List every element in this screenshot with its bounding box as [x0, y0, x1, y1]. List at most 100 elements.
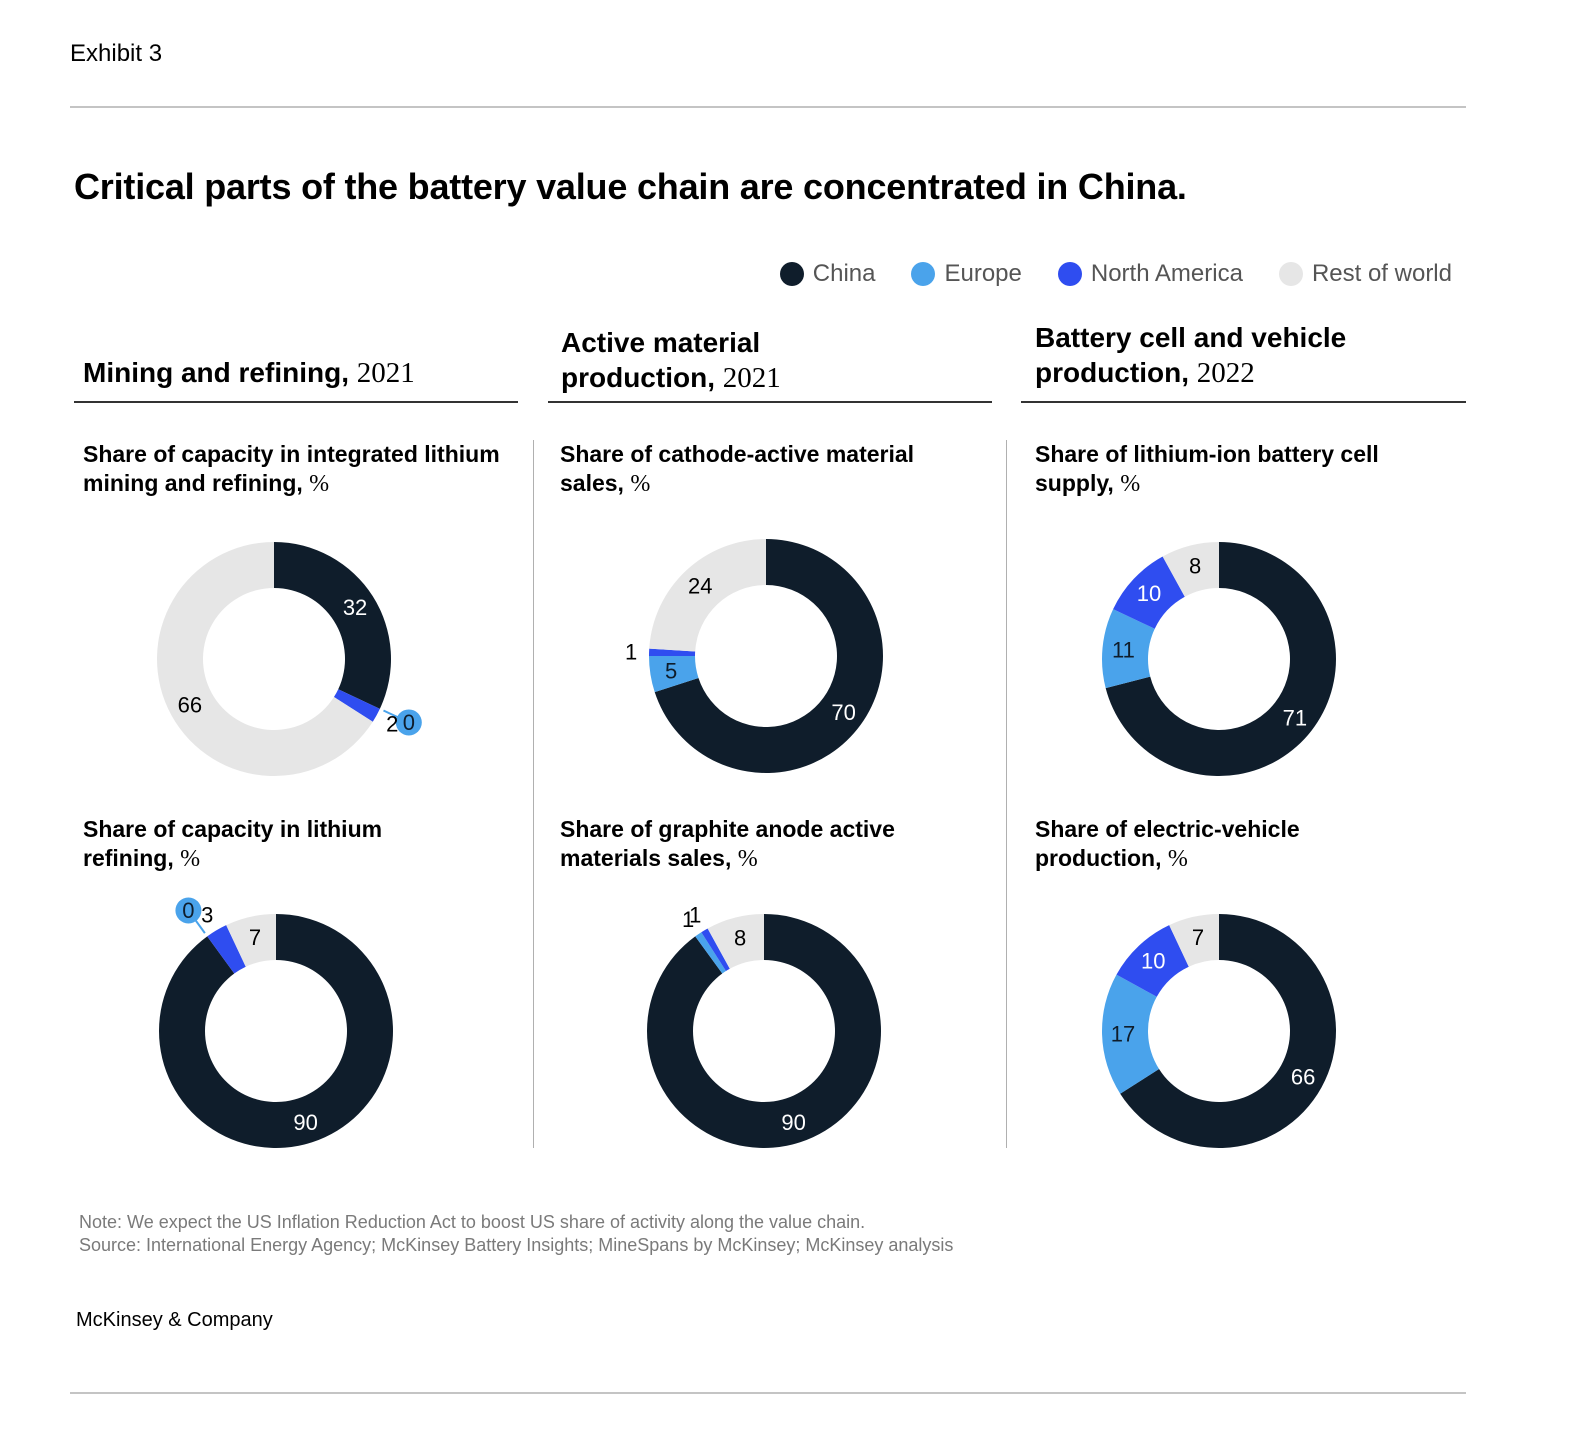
- data-label-china: 71: [1283, 705, 1307, 730]
- legend-swatch-china: [779, 262, 804, 286]
- legend-swatch-rest-of-world: [1278, 262, 1303, 286]
- section-rule: [1021, 401, 1466, 403]
- data-label-europe: 5: [665, 659, 677, 684]
- data-label-china: 66: [1291, 1065, 1315, 1090]
- section-rule: [74, 401, 518, 403]
- legend-item-rest-of-world: Rest of world: [1278, 260, 1452, 288]
- slice-china: [274, 542, 391, 709]
- brand-logo: McKinsey & Company: [76, 1309, 273, 1331]
- subtitle-cell-supply: Share of lithium-ion battery cell supply…: [1035, 440, 1415, 499]
- section-year: 2022: [1196, 357, 1255, 389]
- slice-north-america: [701, 928, 730, 972]
- legend-label: North America: [1090, 260, 1243, 287]
- subtitle-unit: %: [1167, 846, 1188, 872]
- slice-china: [1120, 914, 1336, 1148]
- data-label-rest-of-world: 7: [249, 925, 261, 950]
- legend-swatch-europe: [911, 262, 936, 286]
- subtitle-text: Share of graphite anode active materials…: [560, 816, 895, 871]
- column-divider: [1006, 440, 1007, 1148]
- slice-north-america: [649, 648, 696, 656]
- data-label-europe: 1: [682, 907, 694, 932]
- data-label-china: 90: [781, 1110, 805, 1135]
- bottom-divider: [70, 1392, 1466, 1394]
- note-text: Note: We expect the US Inflation Reducti…: [79, 1212, 866, 1232]
- data-label-north-america: 1: [689, 902, 701, 927]
- slice-rest-of-world: [707, 914, 764, 969]
- data-label-north-america: 2: [386, 712, 398, 737]
- slice-europe: [1102, 609, 1155, 689]
- slice-rest-of-world: [1162, 542, 1219, 597]
- data-label-north-america: 1: [625, 639, 637, 664]
- exhibit-label: Exhibit 3: [70, 40, 163, 67]
- subtitle-ev-production: Share of electric-vehicle production, %: [1035, 815, 1355, 874]
- subtitle-text: Share of cathode-active material sales,: [560, 441, 915, 496]
- slice-europe: [695, 932, 726, 974]
- donut-lithium-refining: 90 0 3 7: [159, 897, 394, 1148]
- data-label-europe: 17: [1111, 1022, 1135, 1047]
- legend-label: Rest of world: [1311, 260, 1452, 287]
- top-divider: [70, 106, 1466, 108]
- donut-cell-supply: 71 11 10 8: [1102, 542, 1336, 776]
- legend-swatch-north-america: [1057, 262, 1082, 286]
- legend-item-china: China: [779, 260, 876, 288]
- section-rule: [548, 401, 992, 403]
- chart-title: Critical parts of the battery value chai…: [74, 166, 1187, 207]
- donut-cathode: 70 5 1 24: [625, 539, 883, 773]
- data-label-china: 90: [293, 1110, 317, 1135]
- data-label-north-america: 10: [1141, 949, 1165, 974]
- legend-item-north-america: North America: [1057, 260, 1243, 288]
- section-name: Active material production,: [561, 327, 761, 393]
- data-label-rest-of-world: 66: [178, 693, 202, 718]
- legend-label: Europe: [944, 260, 1022, 287]
- data-label-rest-of-world: 24: [688, 574, 712, 599]
- slice-north-america: [1116, 925, 1189, 997]
- subtitle-unit: %: [1120, 471, 1141, 497]
- slice-north-america: [333, 689, 380, 722]
- data-label-europe: 11: [1112, 637, 1135, 662]
- section-year: 2021: [356, 357, 415, 389]
- subtitle-unit: %: [309, 471, 330, 497]
- legend-item-europe: Europe: [911, 260, 1022, 288]
- data-label-europe: 0: [403, 710, 415, 735]
- subtitle-unit: %: [737, 846, 758, 872]
- subtitle-lithium-refining: Share of capacity in lithium refining, %: [83, 815, 423, 874]
- slice-china: [1105, 542, 1336, 776]
- subtitle-text: Share of capacity in integrated lithium …: [83, 441, 500, 496]
- section-title-battery-cell: Battery cell and vehicle production, 202…: [1035, 320, 1395, 391]
- slice-rest-of-world: [649, 539, 766, 652]
- slice-rest-of-world: [226, 914, 276, 967]
- slice-rest-of-world: [1169, 914, 1219, 967]
- data-label-rest-of-world: 8: [734, 926, 746, 951]
- callout-bubble: [395, 709, 422, 736]
- column-divider: [533, 440, 534, 1148]
- slice-rest-of-world: [157, 542, 373, 776]
- subtitle-graphite: Share of graphite anode active materials…: [560, 815, 940, 874]
- data-label-rest-of-world: 7: [1192, 925, 1204, 950]
- data-label-north-america: 3: [201, 902, 213, 927]
- slice-china: [654, 539, 883, 773]
- slice-north-america: [1113, 556, 1185, 629]
- data-label-north-america: 10: [1137, 581, 1161, 606]
- data-label-china: 32: [343, 595, 367, 620]
- subtitle-text: Share of capacity in lithium refining,: [83, 816, 383, 871]
- section-title-mining: Mining and refining, 2021: [83, 355, 513, 391]
- legend: China Europe North America Rest of world: [779, 260, 1452, 288]
- data-label-rest-of-world: 8: [1189, 554, 1201, 579]
- section-title-active-material: Active material production, 2021: [561, 325, 821, 396]
- section-year: 2021: [722, 362, 781, 394]
- data-label-europe: 0: [182, 898, 194, 923]
- subtitle-integrated-mining: Share of capacity in integrated lithium …: [83, 440, 503, 499]
- slice-europe: [649, 656, 699, 693]
- subtitle-text: Share of lithium-ion battery cell supply…: [1035, 441, 1379, 496]
- donut-ev-production: 66 17 10 7: [1102, 914, 1336, 1148]
- slice-north-america: [207, 925, 246, 974]
- subtitle-unit: %: [630, 471, 651, 497]
- legend-label: China: [812, 260, 876, 287]
- data-label-china: 70: [831, 700, 855, 725]
- section-name: Mining and refining,: [83, 357, 349, 388]
- callout-bubble: [175, 897, 202, 924]
- subtitle-text: Share of electric-vehicle production,: [1035, 816, 1300, 871]
- footnote: Note: We expect the US Inflation Reducti…: [79, 1211, 953, 1257]
- slice-europe: [1102, 974, 1160, 1094]
- donut-graphite: 90 11 8: [647, 902, 881, 1148]
